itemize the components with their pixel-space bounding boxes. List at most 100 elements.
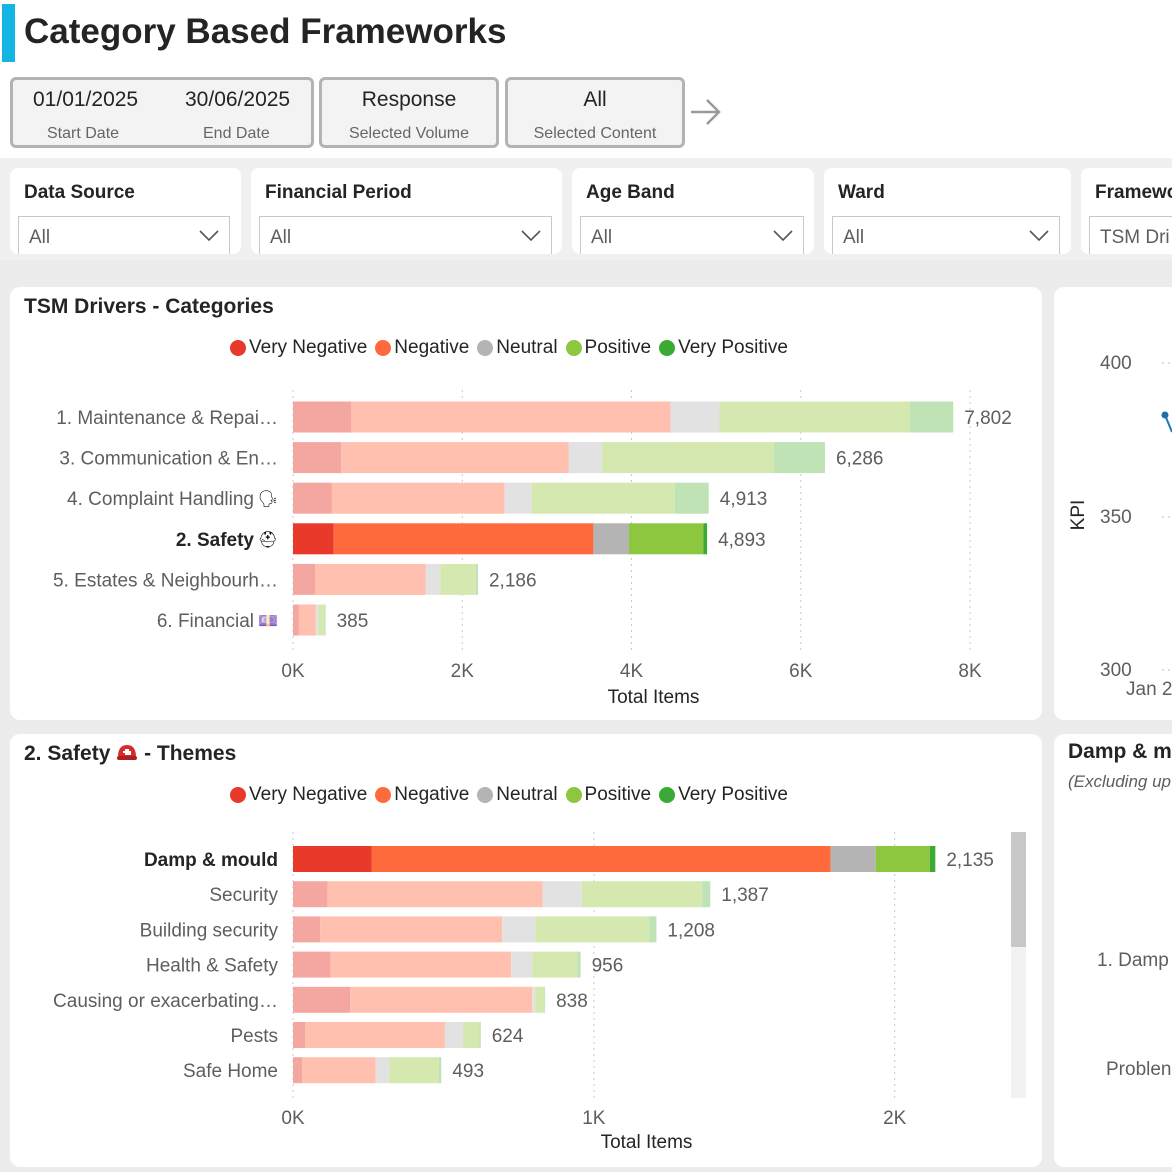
legend-dot: [375, 787, 392, 803]
bar-segment-neutral: [532, 986, 536, 1013]
legend-dot: [375, 340, 392, 356]
slicer-title: Data Source: [24, 182, 135, 203]
x-tick-label: 2K: [883, 1108, 907, 1129]
legend-dot: [659, 787, 676, 803]
total-label: 6,286: [836, 449, 884, 470]
legend-item-positive[interactable]: Positive: [565, 784, 652, 806]
dropdown-value: All: [29, 227, 51, 248]
page-title: Category Based Frameworks: [24, 12, 507, 51]
category-icon: 💷: [258, 613, 278, 630]
bar-row-1-maintenance-repai: 1. Maintenance & Repai… 7,802: [56, 401, 1012, 433]
bar-row-2-safety: 2. Safety ⛑ 4,893: [176, 523, 766, 555]
legend-dot: [230, 340, 246, 356]
selected-content-label: Selected Content: [533, 125, 657, 142]
category-label: Health & Safety: [146, 956, 279, 977]
arrow-right-icon[interactable]: [688, 94, 724, 130]
bar-segment-very-negative: [293, 401, 352, 433]
bar-segment-negative: [341, 442, 569, 474]
bar-segment-positive: [532, 951, 578, 978]
legend-label: Positive: [584, 784, 652, 805]
bar-segment-very-negative: [293, 881, 328, 908]
bar-row-6-financial: 6. Financial 💷 385: [157, 604, 368, 636]
data-source-dropdown[interactable]: All: [18, 216, 230, 254]
ward-dropdown[interactable]: All: [832, 216, 1060, 254]
damp-panel-subtitle: (Excluding up: [1068, 772, 1172, 791]
legend-item-very-negative[interactable]: Very Negative: [230, 337, 367, 359]
category-label: Causing or exacerbating…: [53, 991, 278, 1012]
bar-row-safe-home: Safe Home 493: [183, 1057, 484, 1084]
chevron-down-icon: [1029, 230, 1049, 242]
legend-item-positive[interactable]: Positive: [565, 337, 652, 359]
legend-item-negative[interactable]: Negative: [375, 337, 469, 359]
legend-label: Neutral: [496, 784, 558, 805]
total-label: 1,208: [667, 920, 715, 941]
selected-content-value: All: [583, 88, 607, 111]
categories-panel: TSM Drivers - Categories Very Negative N…: [10, 287, 1042, 720]
kpi-axis-title: KPI: [1068, 500, 1089, 531]
bar-segment-neutral: [568, 442, 602, 474]
bar-segment-neutral: [670, 401, 720, 433]
damp-panel-item: Problen: [1106, 1059, 1172, 1080]
helmet-icon: [116, 742, 138, 768]
kpi-tick-label: 400: [1100, 353, 1132, 374]
bar-row-5-estates-neighbourh: 5. Estates & Neighbourh… 2,186: [53, 563, 537, 595]
age-band-dropdown[interactable]: All: [580, 216, 804, 254]
date-range-card[interactable]: 01/01/2025 Start Date 30/06/2025 End Dat…: [10, 77, 314, 148]
bar-segment-positive: [389, 1057, 439, 1084]
bar-segment-positive: [581, 881, 703, 908]
chevron-down-icon: [521, 230, 541, 242]
title-accent-bar: [2, 4, 15, 62]
category-label: 4. Complaint Handling: [67, 489, 254, 510]
selected-volume-card[interactable]: Response Selected Volume: [319, 77, 499, 148]
bar-segment-positive: [535, 986, 545, 1013]
legend-label: Negative: [394, 337, 470, 358]
legend-item-neutral[interactable]: Neutral: [477, 337, 558, 359]
framework-dropdown[interactable]: TSM Dri: [1089, 216, 1172, 254]
damp-panel-title: Damp & m: [1068, 740, 1172, 763]
legend-item-neutral[interactable]: Neutral: [477, 784, 558, 806]
themes-bar-chart: 0K 1K 2K Total Items Damp & mould 2,135 Securi…: [53, 832, 994, 1153]
bar-segment-negative: [298, 604, 316, 636]
scrollbar-track[interactable]: [1011, 832, 1026, 1098]
category-label: Pests: [230, 1026, 278, 1047]
total-label: 7,802: [964, 408, 1012, 429]
dropdown-value: TSM Dri: [1100, 227, 1170, 248]
kpi-tick-label: 300: [1100, 660, 1132, 681]
themes-title-category: 2. Safety: [24, 742, 111, 765]
bar-segment-very-positive: [702, 881, 711, 908]
scrollbar-thumb[interactable]: [1011, 832, 1026, 947]
themes-panel-title: 2. Safety - Themes: [24, 742, 236, 768]
bar-segment-negative: [350, 986, 533, 1013]
bar-segment-negative: [333, 523, 594, 555]
bar-segment-positive: [535, 916, 650, 943]
kpi-x-tick-label: Jan 2: [1126, 679, 1172, 700]
x-tick-label: 1K: [582, 1108, 606, 1129]
legend-item-very-negative[interactable]: Very Negative: [230, 784, 367, 806]
legend-item-negative[interactable]: Negative: [375, 784, 469, 806]
legend-item-very-positive[interactable]: Very Positive: [659, 784, 788, 806]
bar-segment-negative: [371, 846, 831, 872]
chevron-down-icon: [773, 230, 793, 242]
legend-label: Positive: [584, 337, 652, 358]
bar-segment-neutral: [593, 523, 629, 555]
total-label: 4,893: [718, 530, 766, 551]
header-bar: Category Based Frameworks 01/01/2025 Sta…: [0, 0, 1172, 158]
bar-row-causing-or-exacerbating: Causing or exacerbating… 838: [53, 986, 588, 1013]
bar-segment-negative: [330, 951, 512, 978]
bar-segment-very-negative: [293, 1057, 303, 1084]
dropdown-value: All: [270, 227, 292, 248]
bar-segment-very-negative: [293, 482, 332, 514]
category-label: 3. Communication & En…: [59, 449, 278, 470]
legend-item-very-positive[interactable]: Very Positive: [659, 337, 788, 359]
bar-segment-very-positive: [324, 604, 326, 636]
category-label: Security: [209, 885, 278, 906]
bar-segment-positive: [531, 482, 675, 514]
bar-row-damp-mould: Damp & mould 2,135: [144, 846, 994, 872]
selected-content-card[interactable]: All Selected Content: [505, 77, 685, 148]
start-date-label: Start Date: [47, 125, 120, 142]
financial-period-dropdown[interactable]: All: [259, 216, 552, 254]
legend-label: Very Positive: [678, 337, 788, 358]
legend-label: Neutral: [496, 337, 558, 358]
kpi-line-chart: 400 350 300 KPI Jan 2: [1068, 353, 1172, 700]
total-label: 2,135: [946, 850, 994, 871]
